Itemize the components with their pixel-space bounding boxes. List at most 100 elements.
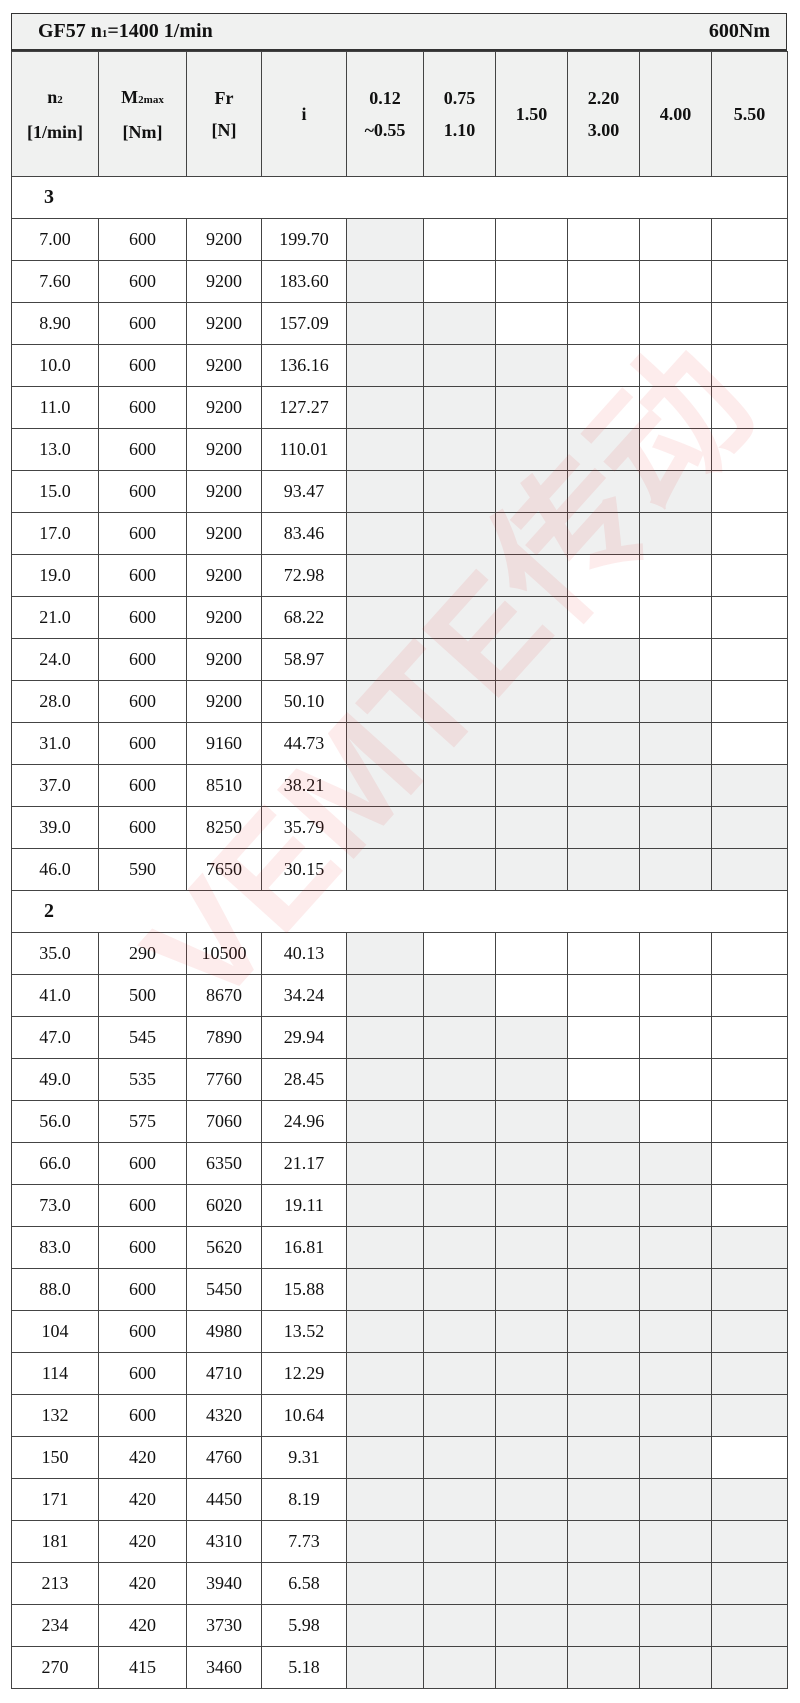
rated-torque: 600Nm bbox=[708, 20, 770, 42]
power-cell-available bbox=[423, 512, 496, 555]
cell-m2: 600 bbox=[98, 1268, 187, 1311]
cell-n2: 88.0 bbox=[11, 1268, 99, 1311]
table-row: 132 600 4320 10.64 bbox=[11, 1394, 788, 1437]
header-line-1: 0.75 bbox=[443, 88, 476, 108]
power-cell-available bbox=[423, 554, 496, 597]
power-cell-available bbox=[639, 848, 712, 891]
cell-n2: 37.0 bbox=[11, 764, 99, 807]
power-cell-available bbox=[423, 302, 496, 345]
column-header: 0.12 ~0.55 bbox=[346, 51, 424, 177]
power-cell-available bbox=[423, 638, 496, 681]
power-cell-available bbox=[711, 806, 788, 849]
cell-fr: 9200 bbox=[186, 554, 262, 597]
cell-m2: 600 bbox=[98, 218, 187, 261]
power-cell-available bbox=[567, 1394, 640, 1437]
power-cell-available bbox=[711, 848, 788, 891]
power-cell-available bbox=[495, 1310, 568, 1353]
power-cell-available bbox=[711, 1394, 788, 1437]
power-cell-available bbox=[346, 680, 424, 723]
cell-n2: 47.0 bbox=[11, 1016, 99, 1059]
power-cell-empty bbox=[711, 512, 788, 555]
power-cell-available bbox=[567, 848, 640, 891]
column-header: 4.00 bbox=[639, 51, 712, 177]
power-cell-available bbox=[567, 512, 640, 555]
cell-fr: 6350 bbox=[186, 1142, 262, 1185]
power-cell-available bbox=[639, 1562, 712, 1605]
header-line-1: 5.50 bbox=[733, 104, 766, 124]
power-cell-available bbox=[346, 1310, 424, 1353]
table-row: 47.0 545 7890 29.94 bbox=[11, 1016, 788, 1059]
power-cell-available bbox=[423, 1646, 496, 1689]
cell-n2: 10.0 bbox=[11, 344, 99, 387]
power-cell-available bbox=[346, 1646, 424, 1689]
power-cell-available bbox=[711, 1226, 788, 1269]
table-row: 56.0 575 7060 24.96 bbox=[11, 1100, 788, 1143]
power-cell-available bbox=[346, 428, 424, 471]
power-cell-available bbox=[495, 1562, 568, 1605]
cell-i: 58.97 bbox=[261, 638, 347, 681]
ratings-table: n2 [1/min] M2max [Nm] Fr [N] i 0.12 ~0.55 0.75 1.1… bbox=[11, 51, 788, 1689]
cell-fr: 10500 bbox=[186, 932, 262, 975]
column-header: 0.75 1.10 bbox=[423, 51, 496, 177]
power-cell-available bbox=[346, 218, 424, 261]
column-header: 1.50 bbox=[495, 51, 568, 177]
cell-i: 72.98 bbox=[261, 554, 347, 597]
cell-fr: 9200 bbox=[186, 512, 262, 555]
power-cell-empty bbox=[711, 1016, 788, 1059]
power-cell-available bbox=[495, 1394, 568, 1437]
power-cell-available bbox=[346, 1394, 424, 1437]
power-cell-available bbox=[423, 1562, 496, 1605]
cell-m2: 575 bbox=[98, 1100, 187, 1143]
power-cell-empty bbox=[711, 218, 788, 261]
power-cell-available bbox=[495, 1184, 568, 1227]
power-cell-empty bbox=[639, 386, 712, 429]
power-cell-available bbox=[346, 974, 424, 1017]
header-line-1: 2.20 bbox=[587, 88, 620, 108]
table-row: 171 420 4450 8.19 bbox=[11, 1478, 788, 1521]
cell-fr: 4450 bbox=[186, 1478, 262, 1521]
cell-m2: 600 bbox=[98, 764, 187, 807]
power-cell-empty bbox=[639, 596, 712, 639]
power-cell-available bbox=[639, 1478, 712, 1521]
cell-fr: 7760 bbox=[186, 1058, 262, 1101]
power-cell-available bbox=[346, 1604, 424, 1647]
cell-fr: 4980 bbox=[186, 1310, 262, 1353]
power-cell-available bbox=[639, 1184, 712, 1227]
power-cell-available bbox=[711, 1478, 788, 1521]
cell-m2: 600 bbox=[98, 512, 187, 555]
cell-m2: 600 bbox=[98, 1184, 187, 1227]
table-row: 83.0 600 5620 16.81 bbox=[11, 1226, 788, 1269]
header-subscript: 2max bbox=[138, 93, 164, 106]
power-cell-available bbox=[346, 1184, 424, 1227]
power-cell-available bbox=[495, 1142, 568, 1185]
power-cell-empty bbox=[711, 428, 788, 471]
cell-m2: 600 bbox=[98, 302, 187, 345]
power-cell-available bbox=[346, 1562, 424, 1605]
power-cell-available bbox=[423, 1226, 496, 1269]
cell-i: 35.79 bbox=[261, 806, 347, 849]
power-cell-available bbox=[567, 1100, 640, 1143]
power-cell-empty bbox=[567, 1058, 640, 1101]
power-cell-empty bbox=[711, 344, 788, 387]
table-row: 49.0 535 7760 28.45 bbox=[11, 1058, 788, 1101]
power-cell-empty bbox=[567, 554, 640, 597]
cell-i: 29.94 bbox=[261, 1016, 347, 1059]
cell-m2: 600 bbox=[98, 638, 187, 681]
cell-i: 19.11 bbox=[261, 1184, 347, 1227]
cell-m2: 600 bbox=[98, 806, 187, 849]
header-line-2: [Nm] bbox=[122, 121, 163, 142]
stage-label: 3 bbox=[11, 176, 788, 219]
model-title: GF57 n1=1400 1/min bbox=[38, 20, 213, 42]
power-cell-available bbox=[639, 722, 712, 765]
cell-fr: 9200 bbox=[186, 218, 262, 261]
table-row: 41.0 500 8670 34.24 bbox=[11, 974, 788, 1017]
cell-n2: 213 bbox=[11, 1562, 99, 1605]
power-cell-available bbox=[346, 722, 424, 765]
power-cell-empty bbox=[567, 386, 640, 429]
power-cell-available bbox=[567, 1604, 640, 1647]
power-cell-empty bbox=[567, 932, 640, 975]
cell-n2: 11.0 bbox=[11, 386, 99, 429]
power-cell-empty bbox=[567, 596, 640, 639]
table-row: 104 600 4980 13.52 bbox=[11, 1310, 788, 1353]
power-cell-available bbox=[346, 1268, 424, 1311]
